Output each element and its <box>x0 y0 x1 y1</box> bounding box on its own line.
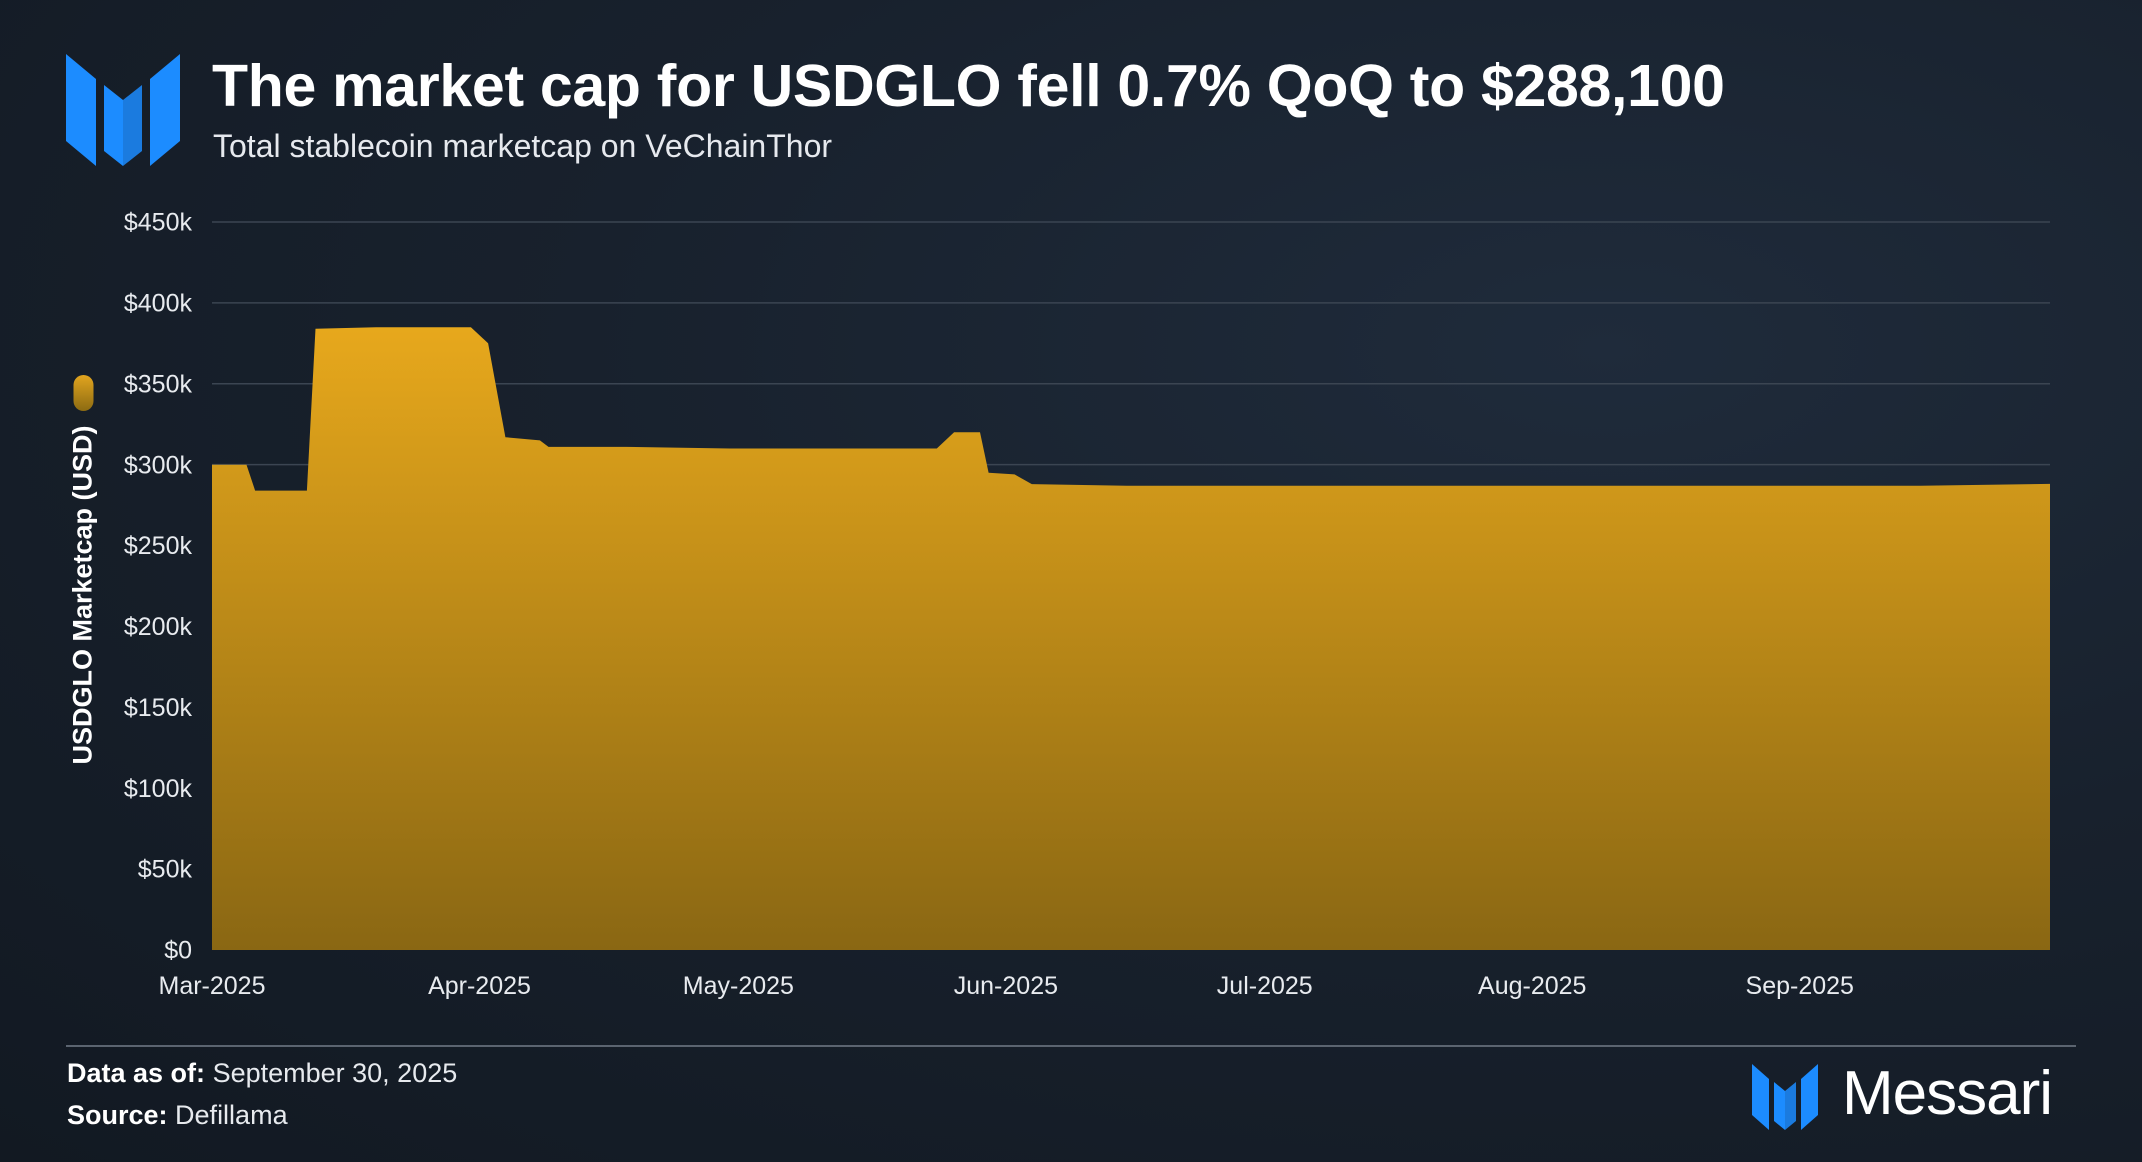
footer-divider <box>66 1045 2076 1047</box>
data-as-of-label: Data as of: <box>67 1058 206 1088</box>
messari-logo-icon <box>66 54 180 166</box>
messari-logo-icon <box>1752 1064 1818 1130</box>
x-tick-label: Mar-2025 <box>159 972 266 1000</box>
data-as-of-value: September 30, 2025 <box>212 1058 458 1088</box>
x-tick-label: Sep-2025 <box>1746 972 1854 1000</box>
chart-title: The market cap for USDGLO fell 0.7% QoQ … <box>212 53 1725 119</box>
source-value: Defillama <box>175 1100 288 1130</box>
y-tick-label: $50k <box>138 856 193 884</box>
x-tick-label: Apr-2025 <box>428 972 531 1000</box>
x-tick-label: Jun-2025 <box>954 972 1058 1000</box>
source-label: Source: <box>67 1100 168 1130</box>
x-tick-label: May-2025 <box>683 972 794 1000</box>
series-area-usdglo <box>212 327 2050 950</box>
y-tick-label: $350k <box>124 370 193 398</box>
y-tick-label: $100k <box>124 775 193 803</box>
y-tick-label: $300k <box>124 451 193 479</box>
y-tick-label: $250k <box>124 532 193 560</box>
y-tick-label: $0 <box>164 937 192 965</box>
x-tick-label: Aug-2025 <box>1478 972 1586 1000</box>
data-as-of: Data as of: September 30, 2025 <box>67 1058 457 1089</box>
chart-subtitle: Total stablecoin marketcap on VeChainTho… <box>213 128 833 164</box>
y-tick-label: $150k <box>124 694 193 722</box>
y-tick-label: $400k <box>124 289 193 317</box>
source: Source: Defillama <box>67 1100 288 1131</box>
brand-name: Messari <box>1842 1059 2053 1128</box>
y-tick-label: $450k <box>124 209 193 237</box>
x-tick-label: Jul-2025 <box>1217 972 1313 1000</box>
y-tick-label: $200k <box>124 613 193 641</box>
